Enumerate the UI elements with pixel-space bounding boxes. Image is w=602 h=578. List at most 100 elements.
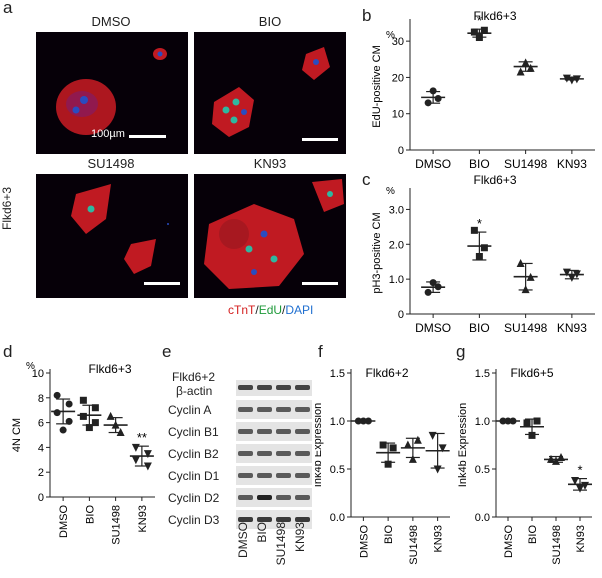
blot-band [238,517,253,522]
chart-d-significance: ** [137,430,147,445]
blot-band [276,429,291,434]
chart-f-point [389,444,397,452]
chart-b-point [516,67,525,76]
chart-c-xtick-label: KN93 [557,321,587,335]
chart-c-point [434,283,442,291]
chart-d-xtick-label: DMSO [58,505,70,538]
chart-f-xtick-label: KN93 [433,525,445,553]
blot-band-actin [276,385,291,390]
chart-g-point [533,417,541,425]
blot-band [276,517,291,522]
chart-c-point [424,288,432,296]
blot-strip [236,422,312,441]
micrograph-bio-image [212,47,338,141]
stain-legend: cTnT/EdU/DAPI [228,303,313,317]
chart-f-xtick-label: SU1498 [408,525,420,565]
micrograph-kn93-image [204,179,344,289]
chart-d-point [85,424,93,432]
chart-c-point [429,279,437,287]
chart-b-point [424,99,432,107]
chart-d-ytick-label: 8 [38,393,44,405]
chart-d-title: Flkd6+3 [88,362,131,376]
blot-band [257,517,272,522]
chart-c-point [572,270,581,279]
chart-b-title: Flkd6+3 [473,9,516,23]
blot-band [295,407,310,412]
blot-band [295,495,310,500]
chart-g-point [581,481,589,490]
chart-g-point [509,417,517,425]
chart-f-point [364,417,372,425]
chart-c-point [567,273,576,282]
chart-b-point [470,28,478,36]
blot-lane-label: SU1498 [274,522,288,566]
chart-g-point [576,484,584,493]
chart-d-ytick-label: 0 [38,492,44,504]
chart-f: Flkd6+2 Ink4b Expression 0.0 0.5 1.0 1.5 DMSO B… [315,366,450,565]
chart-c-ytick-label: 3.0 [389,204,404,216]
blot-row-label: Cyclin A [168,403,212,417]
chart-b-xtick-label: DMSO [415,157,451,171]
legend-dapi: DAPI [285,303,314,317]
chart-b-ytick-label: 0 [398,145,404,157]
chart-d-point [131,456,140,465]
chart-d-point [106,411,115,420]
chart-g-point [504,417,512,425]
chart-g-ytick-label: 1.0 [475,416,490,428]
chart-d-point [143,462,152,471]
chart-d-point [53,391,61,399]
blot-row-label: Cyclin B2 [168,447,219,461]
chart-c-point [470,226,478,234]
micrograph-bio [194,32,346,154]
chart-b-xtick-label: SU1498 [504,157,548,171]
chart-f-point [403,440,412,449]
chart-d-xtick-label: BIO [84,505,96,524]
blot-band [295,473,310,478]
chart-g-point [523,419,531,427]
micrograph-title-su1498: SU1498 [87,156,135,171]
chart-g-xtick-label: KN93 [575,525,587,553]
chart-g-ytick-label: 1.5 [475,368,490,380]
chart-b-xtick-label: KN93 [557,157,587,171]
chart-d-point [91,404,99,412]
blot-strip-actin [236,380,312,396]
blot-band [238,429,253,434]
chart-c-point [480,244,488,252]
chart-b-unit: % [386,30,395,41]
chart-c-point [521,285,530,294]
blot-band [276,451,291,456]
chart-f-point [359,417,367,425]
chart-d-point [143,450,152,459]
micrograph-title-kn93: KN93 [253,156,287,171]
chart-d-point [79,396,87,404]
chart-c-ytick-label: 1.0 [389,274,404,286]
chart-c-point [526,272,535,281]
chart-g-point [547,454,555,463]
blot-band [238,407,253,412]
chart-g-xtick-label: DMSO [503,525,515,558]
chart-f-point [408,454,417,463]
chart-b-ytick-label: 10 [392,109,404,121]
chart-g-point [557,452,565,461]
chart-d-point [131,443,140,452]
chart-g-ytick-label: 0.0 [475,512,490,524]
chart-f-xtick-label: DMSO [358,525,370,558]
chart-g-point [571,477,579,486]
blot-band-actin [295,385,310,390]
chart-f-point [379,441,387,449]
blot-row-label: Cyclin D2 [168,491,220,505]
chart-c-ytick-label: 0 [398,309,404,321]
chart-c-xtick-label: DMSO [415,321,451,335]
chart-b: Flkd6+3%EdU-positive CM 0 10 20 30 DMSO BIO SU1… [371,9,595,171]
panel-letter-g: g [456,342,466,361]
chart-f-ytick-label: 1.5 [330,368,345,380]
blot-band [238,473,253,478]
legend-slash-1: / [255,303,259,317]
blot-row-label: Cyclin B1 [168,425,219,439]
chart-c-title: Flkd6+3 [473,173,516,187]
chart-f-ytick-label: 1.0 [330,416,345,428]
blot-band [257,407,272,412]
panel-letter-e: e [162,342,172,361]
chart-b-point [475,34,483,42]
chart-d: Flkd6+3% 4N CM 0 2 4 6 8 10 DMSO BIO SU1498 KN93 ** [11,361,155,545]
